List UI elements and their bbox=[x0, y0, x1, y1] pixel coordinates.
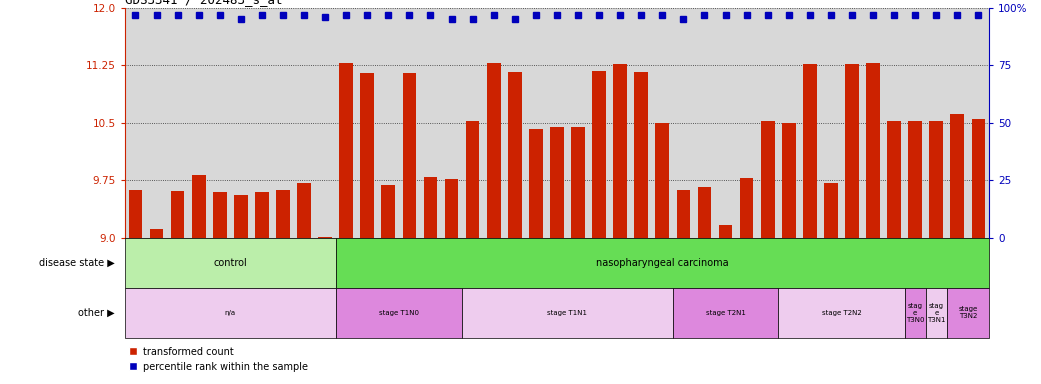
Bar bbox=[803, 64, 817, 238]
Bar bbox=[445, 179, 458, 238]
Bar bbox=[909, 121, 922, 238]
Bar bbox=[255, 192, 269, 238]
Bar bbox=[925, 288, 947, 338]
Bar bbox=[866, 63, 880, 238]
Bar bbox=[592, 71, 606, 238]
Bar bbox=[508, 72, 522, 238]
Bar bbox=[171, 191, 184, 238]
Bar bbox=[782, 123, 795, 238]
Bar bbox=[950, 114, 964, 238]
Bar bbox=[572, 127, 585, 238]
Bar bbox=[947, 288, 989, 338]
Bar bbox=[276, 190, 289, 238]
Text: stage T1N0: stage T1N0 bbox=[379, 310, 418, 316]
Text: nasopharyngeal carcinoma: nasopharyngeal carcinoma bbox=[596, 258, 729, 268]
Text: control: control bbox=[213, 258, 247, 268]
Bar bbox=[697, 187, 711, 238]
Bar bbox=[529, 129, 542, 238]
Bar bbox=[150, 229, 163, 238]
Text: other ▶: other ▶ bbox=[78, 308, 115, 318]
Text: stage
T3N2: stage T3N2 bbox=[959, 306, 977, 319]
Bar bbox=[465, 121, 480, 238]
Bar bbox=[779, 288, 905, 338]
Text: stag
e
T3N1: stag e T3N1 bbox=[928, 303, 945, 323]
Bar bbox=[672, 288, 779, 338]
Bar bbox=[297, 183, 311, 238]
Bar bbox=[761, 121, 775, 238]
Bar bbox=[234, 195, 248, 238]
Bar bbox=[319, 237, 332, 238]
Bar bbox=[550, 127, 564, 238]
Bar bbox=[335, 288, 462, 338]
Bar bbox=[677, 190, 690, 238]
Bar bbox=[339, 63, 353, 238]
Text: stage T2N1: stage T2N1 bbox=[706, 310, 745, 316]
Bar bbox=[192, 175, 205, 238]
Bar bbox=[381, 185, 396, 238]
Text: n/a: n/a bbox=[225, 310, 236, 316]
Bar bbox=[824, 183, 838, 238]
Bar bbox=[360, 73, 374, 238]
Bar bbox=[213, 192, 227, 238]
Bar bbox=[462, 288, 672, 338]
Bar bbox=[887, 121, 900, 238]
Bar bbox=[971, 119, 985, 238]
Bar bbox=[718, 225, 733, 238]
Bar bbox=[335, 238, 989, 288]
Bar bbox=[845, 64, 859, 238]
Legend: transformed count, percentile rank within the sample: transformed count, percentile rank withi… bbox=[125, 343, 312, 376]
Bar bbox=[129, 190, 143, 238]
Text: stage T2N2: stage T2N2 bbox=[821, 310, 861, 316]
Text: disease state ▶: disease state ▶ bbox=[39, 258, 115, 268]
Text: GDS3341 / 202483_s_at: GDS3341 / 202483_s_at bbox=[125, 0, 282, 7]
Text: stage T1N1: stage T1N1 bbox=[548, 310, 587, 316]
Bar bbox=[905, 288, 925, 338]
Bar bbox=[403, 73, 416, 238]
Bar bbox=[487, 63, 501, 238]
Bar bbox=[656, 123, 669, 238]
Bar bbox=[424, 177, 437, 238]
Bar bbox=[930, 121, 943, 238]
Bar bbox=[613, 64, 627, 238]
Text: stag
e
T3N0: stag e T3N0 bbox=[906, 303, 924, 323]
Bar bbox=[740, 178, 754, 238]
Bar bbox=[125, 288, 335, 338]
Bar bbox=[125, 238, 335, 288]
Bar bbox=[634, 72, 649, 238]
